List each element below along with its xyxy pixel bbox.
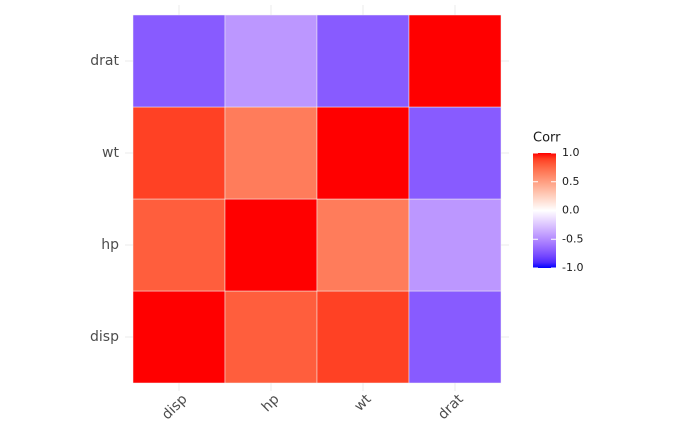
cell bbox=[132, 106, 226, 200]
cell bbox=[316, 290, 410, 384]
colorbar-label: -0.5 bbox=[562, 232, 583, 245]
cell bbox=[224, 14, 318, 108]
colorbar-label: -1.0 bbox=[562, 261, 583, 274]
cell bbox=[224, 198, 318, 292]
cell bbox=[316, 106, 410, 200]
cell bbox=[224, 106, 318, 200]
cells bbox=[132, 14, 502, 384]
cell bbox=[316, 14, 410, 108]
cell bbox=[132, 290, 226, 384]
x-tick-label: hp bbox=[259, 391, 283, 415]
colorbar-label: 1.0 bbox=[562, 146, 580, 159]
y-tick-label: hp bbox=[101, 237, 119, 253]
x-tick-label: disp bbox=[159, 391, 191, 423]
cell bbox=[408, 14, 502, 108]
cell bbox=[132, 14, 226, 108]
colorbar-label: 0.0 bbox=[562, 204, 580, 217]
cell bbox=[408, 106, 502, 200]
y-tick-label: disp bbox=[90, 329, 119, 345]
x-tick-label: wt bbox=[351, 391, 375, 415]
cell bbox=[408, 290, 502, 384]
cell bbox=[316, 198, 410, 292]
cell bbox=[408, 198, 502, 292]
cell bbox=[132, 198, 226, 292]
colorbar bbox=[533, 153, 556, 268]
cell bbox=[224, 290, 318, 384]
y-tick-label: wt bbox=[102, 145, 119, 161]
legend-title: Corr bbox=[533, 131, 561, 146]
colorbar-label: 0.5 bbox=[562, 175, 580, 188]
x-tick-label: drat bbox=[435, 391, 467, 423]
y-tick-label: drat bbox=[90, 53, 119, 69]
